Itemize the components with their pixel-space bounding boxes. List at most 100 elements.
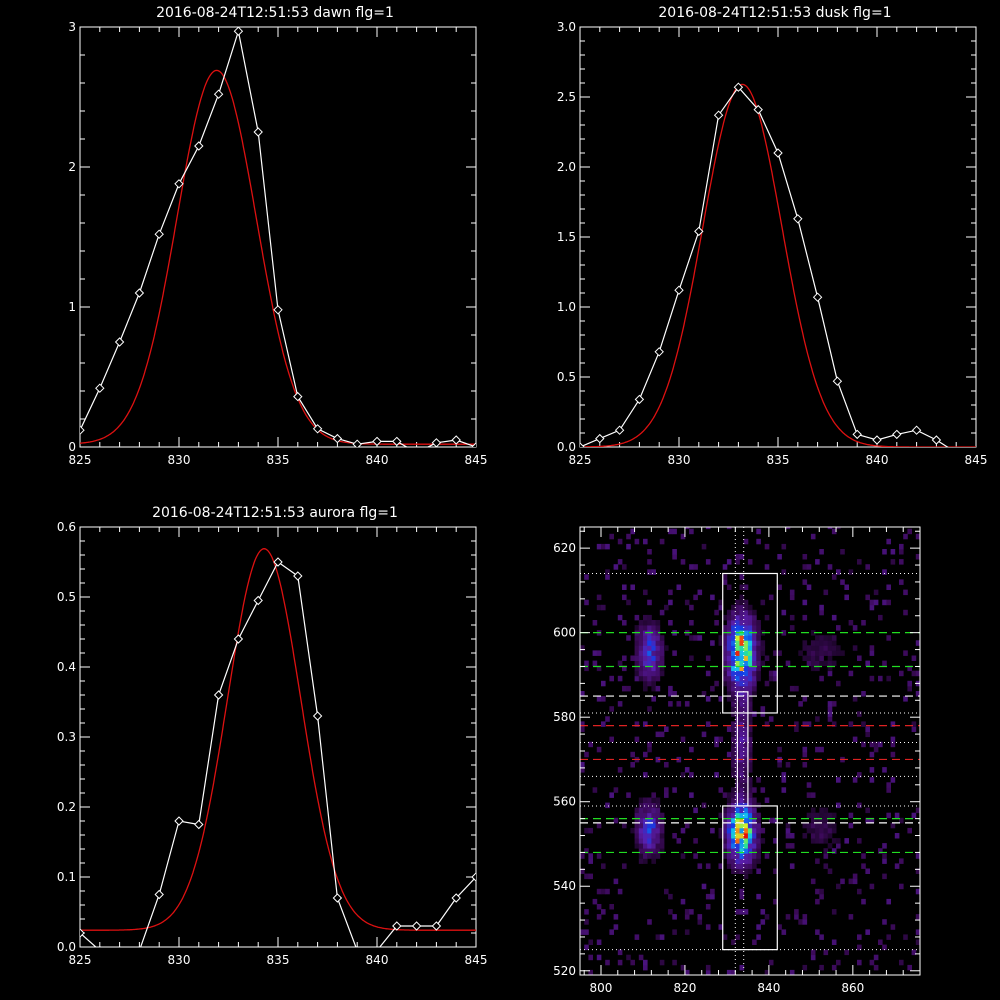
heatmap-pixel [747,675,753,682]
heatmap-pixel [865,660,870,667]
heatmap-pixel [731,604,736,611]
heatmap-pixel [630,827,635,834]
heatmap-pixel [643,817,648,824]
heatmap-pixel [638,822,644,829]
heatmap-pixel [634,843,640,849]
heatmap-pixel [743,691,749,697]
heatmap-pixel [630,762,635,768]
heatmap-pixel [743,736,749,743]
heatmap-pixel [684,822,690,829]
heatmap-pixel [705,893,711,900]
heatmap-pixel [659,959,665,966]
heatmap-pixel [882,843,887,849]
heatmap-pixel [781,543,787,550]
heatmap-pixel [886,538,891,545]
heatmap-pixel [815,640,820,646]
heatmap-pixel [756,827,761,834]
heatmap-pixel [643,620,648,626]
heatmap-pixel [747,807,753,814]
heatmap-pixel [668,909,673,915]
heatmap-pixel [643,827,648,834]
heatmap-pixel [638,807,644,814]
heatmap-pixel [647,640,652,646]
heatmap-pixel [810,827,816,834]
heatmap-pixel [747,691,753,697]
heatmap-pixel [731,838,736,844]
heatmap-pixel [735,670,740,677]
heatmap-pixel [823,807,829,814]
heatmap-pixel [806,782,812,788]
heatmap-pixel [726,833,732,839]
heatmap-pixel [756,843,761,849]
heatmap-pixel [651,640,656,646]
y-tick-label: 3 [68,20,76,34]
heatmap-pixel [739,726,745,732]
y-tick-label: 540 [553,879,576,893]
heatmap-pixel [873,741,879,748]
heatmap-pixel [672,549,677,555]
data-point-marker [233,634,244,644]
heatmap-pixel [651,843,656,849]
y-tick-label: 1.5 [557,230,576,244]
x-tick-label: 840 [866,453,889,467]
heatmap-pixel [882,599,887,606]
heatmap-pixel [655,675,661,682]
heatmap-pixel [756,853,761,859]
heatmap-pixel [899,579,904,585]
heatmap-pixel [831,909,837,915]
heatmap-pixel [743,670,749,677]
heatmap-pixel [722,574,728,580]
heatmap-pixel [760,838,766,844]
heatmap-pixel [634,650,640,656]
heatmap-pixel [810,665,816,672]
x-tick-label: 840 [757,981,780,995]
heatmap-pixel [815,660,820,667]
heatmap-pixel [819,609,824,616]
heatmap-pixel [584,944,589,951]
heatmap-pixel [701,731,707,738]
data-point-marker [312,711,323,721]
heatmap-pixel [752,691,757,697]
x-tick-label: 800 [590,981,613,995]
heatmap-pixel [655,838,661,844]
heatmap-pixel [890,559,896,565]
heatmap-pixel [726,691,732,697]
heatmap-pixel [857,559,862,565]
heatmap-pixel [739,650,745,656]
heatmap-pixel [634,827,640,834]
heatmap-pixel [588,853,593,859]
heatmap-pixel [684,599,690,606]
heatmap-pixel [831,964,837,971]
heatmap-pixel [827,640,833,646]
heatmap-pixel [722,665,728,672]
heatmap-pixel [747,812,753,819]
heatmap-pixel [857,838,862,844]
heatmap-pixel [743,756,749,763]
heatmap-pixel [731,625,736,631]
y-tick-label: 0.5 [57,590,76,604]
heatmap-pixel [798,701,803,707]
heatmap-pixel [672,959,677,966]
heatmap-pixel [626,954,631,961]
heatmap-pixel [806,660,812,667]
heatmap-pixel [664,645,669,651]
heatmap-pixel [752,650,757,656]
data-point-marker [713,110,724,120]
heatmap-pixel [752,675,757,682]
heatmap-pixel [852,696,858,702]
heatmap-pixel [752,817,757,824]
heatmap-pixel [903,934,908,940]
heatmap-pixel [731,969,736,975]
heatmap-pixel [815,559,820,565]
heatmap-pixel [726,527,732,530]
heatmap-pixel [613,914,619,920]
heatmap-pixel [747,680,753,687]
heatmap-pixel [651,792,656,798]
heatmap-pixel [890,924,896,930]
heatmap-pixel [747,858,753,864]
heatmap-pixel [810,817,816,824]
heatmap-pixel [739,751,745,758]
heatmap-pixel [911,670,917,677]
heatmap-pixel [609,736,614,743]
heatmap-pixel [647,569,652,575]
